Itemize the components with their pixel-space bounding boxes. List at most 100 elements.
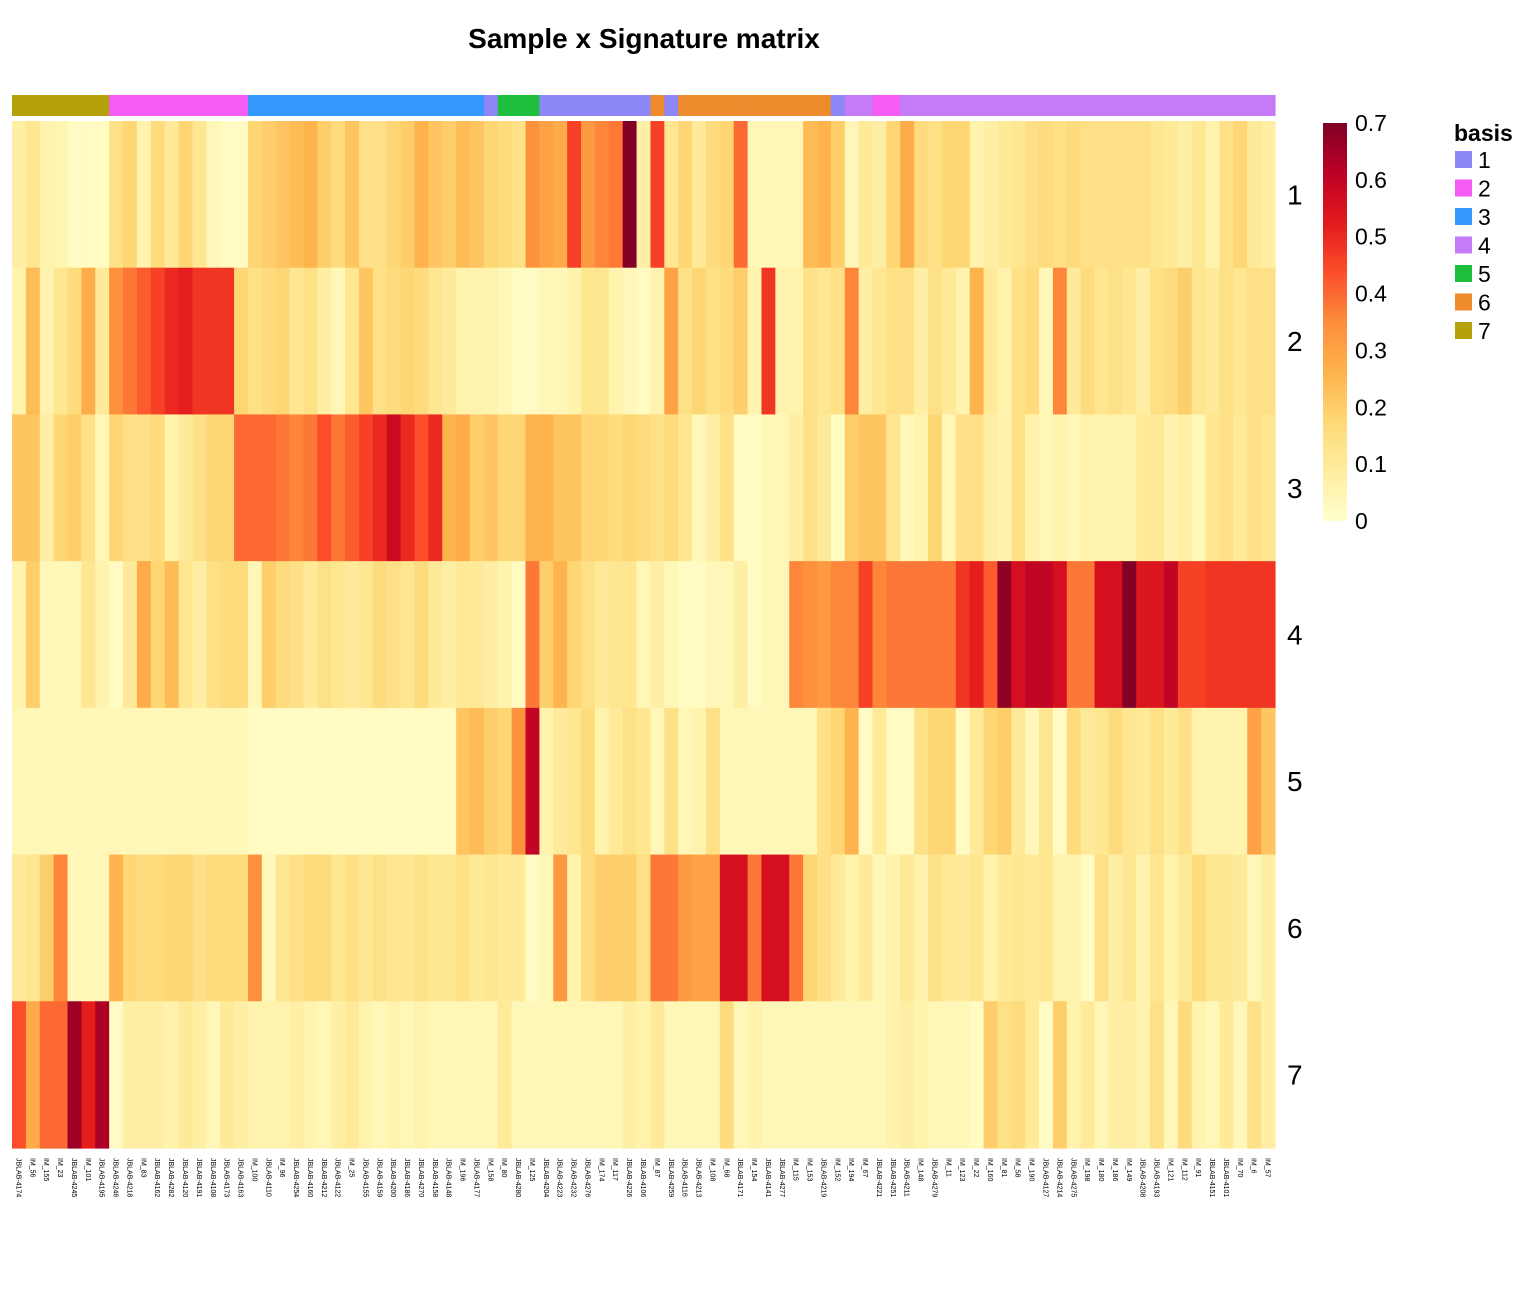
heatmap-cell	[206, 414, 221, 562]
heatmap-cell	[109, 707, 124, 856]
heatmap-cell	[858, 121, 874, 269]
heatmap-cell	[1136, 121, 1151, 269]
annotation-cell	[1261, 95, 1276, 116]
annotation-cell	[234, 95, 249, 116]
column-label: IM_56	[28, 1158, 35, 1178]
heatmap-cell	[886, 1001, 901, 1149]
column-label: IM_58	[1014, 1158, 1021, 1178]
annotation-cell	[997, 95, 1012, 116]
heatmap-cell	[539, 1001, 554, 1149]
heatmap-cell	[941, 707, 957, 856]
heatmap-cell	[12, 1001, 27, 1149]
column-label: IM_25	[348, 1158, 355, 1178]
heatmap-cell	[539, 121, 554, 269]
column-label: JBLAB-4162	[153, 1158, 160, 1197]
column-label: JBLAB-4186	[403, 1158, 410, 1197]
heatmap-cell	[1094, 1001, 1110, 1149]
heatmap-cell	[858, 561, 874, 709]
heatmap-cell	[525, 561, 541, 709]
heatmap-cell	[719, 854, 735, 1002]
heatmap-cell	[719, 414, 735, 562]
heatmap-cell	[636, 561, 652, 709]
heatmap-cell	[386, 1001, 402, 1149]
heatmap-cell	[1052, 414, 1068, 562]
heatmap-cell	[12, 854, 27, 1002]
heatmap-cell	[830, 121, 846, 269]
annotation-cell	[303, 95, 318, 116]
heatmap-cell	[470, 1001, 485, 1149]
heatmap-cell	[178, 121, 194, 269]
legend-swatch	[1455, 265, 1472, 282]
heatmap-cell	[594, 121, 610, 269]
heatmap-cell	[123, 561, 138, 709]
heatmap-cell	[178, 707, 194, 856]
column-label: JBLAB-4122	[334, 1158, 341, 1197]
annotation-cell	[928, 95, 943, 116]
heatmap-cell	[95, 707, 110, 856]
heatmap-cell	[705, 854, 721, 1002]
heatmap-cell	[53, 854, 69, 1002]
heatmap-cell	[622, 1001, 638, 1149]
heatmap-cell	[969, 561, 985, 709]
heatmap-cell	[1219, 1001, 1234, 1149]
heatmap-cell	[1163, 561, 1179, 709]
heatmap-cell	[1039, 1001, 1054, 1149]
heatmap-cell	[803, 414, 818, 562]
heatmap-cell	[1163, 854, 1179, 1002]
heatmap-cell	[192, 854, 207, 1002]
heatmap-cell	[692, 854, 707, 1002]
annotation-cell	[1052, 95, 1068, 116]
annotation-cell	[692, 95, 707, 116]
heatmap-cell	[1205, 267, 1221, 416]
heatmap-cell	[983, 121, 999, 269]
heatmap-cell	[511, 854, 527, 1002]
annotation-cell	[553, 95, 568, 116]
heatmap-cell	[303, 1001, 318, 1149]
heatmap-cell	[192, 267, 207, 416]
heatmap-cell	[317, 1001, 332, 1149]
heatmap-cell	[39, 414, 55, 562]
heatmap-cell	[1080, 854, 1096, 1002]
heatmap-cell	[386, 414, 402, 562]
heatmap-cell	[1177, 561, 1193, 709]
heatmap-cell	[650, 1001, 665, 1149]
heatmap-cell	[206, 267, 221, 416]
heatmap-cell	[81, 1001, 96, 1149]
heatmap-cell	[622, 267, 638, 416]
column-label: JBLAB-4232	[570, 1158, 577, 1197]
heatmap-cell	[511, 1001, 527, 1149]
annotation-cell	[1205, 95, 1221, 116]
heatmap-cell	[1039, 561, 1054, 709]
heatmap-cell	[275, 121, 291, 269]
heatmap-cell	[1080, 707, 1096, 856]
heatmap-cell	[164, 561, 180, 709]
heatmap-cell	[192, 707, 207, 856]
column-label: IM_155	[42, 1158, 49, 1181]
heatmap-cell	[497, 561, 513, 709]
heatmap-cell	[941, 414, 957, 562]
heatmap-cell	[497, 414, 513, 562]
heatmap-cell	[581, 854, 596, 1002]
heatmap-cell	[608, 414, 624, 562]
heatmap-cell	[234, 1001, 249, 1149]
annotation-cell	[67, 95, 82, 116]
heatmap-cell	[150, 121, 166, 269]
heatmap-cell	[1136, 1001, 1151, 1149]
heatmap-cell	[650, 267, 665, 416]
heatmap-cell	[358, 561, 374, 709]
column-label: JBLAB-4158	[431, 1158, 438, 1197]
heatmap-cell	[969, 707, 985, 856]
heatmap-cell	[178, 267, 194, 416]
annotation-cell	[1025, 95, 1040, 116]
heatmap-cell	[25, 561, 41, 709]
heatmap-cell	[747, 707, 763, 856]
heatmap-cell	[275, 561, 291, 709]
legend-label: 1	[1478, 147, 1491, 173]
annotation-cell	[650, 95, 665, 116]
heatmap-cell	[1025, 854, 1040, 1002]
heatmap-cell	[275, 1001, 291, 1149]
heatmap-cell	[664, 121, 679, 269]
heatmap-cell	[650, 121, 665, 269]
heatmap-cell	[914, 414, 929, 562]
annotation-cell	[872, 95, 887, 116]
